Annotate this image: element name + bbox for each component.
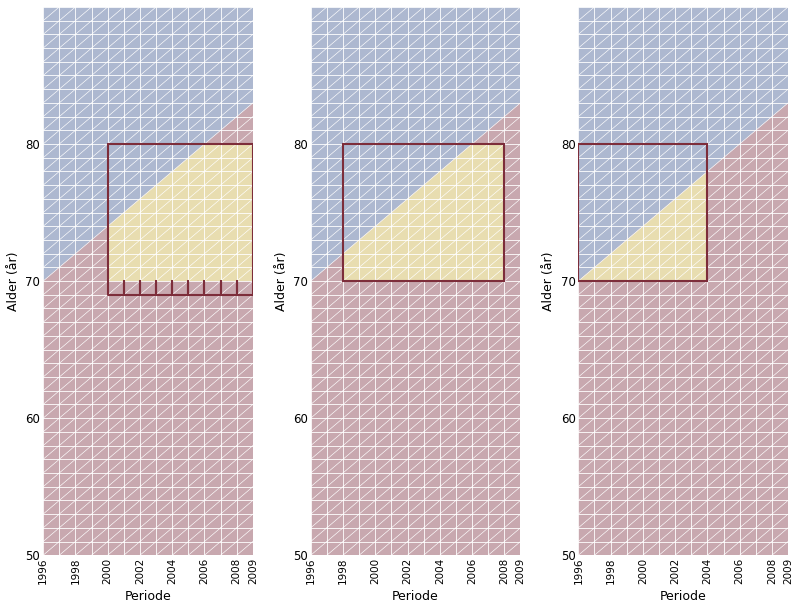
Y-axis label: Alder (år): Alder (år): [7, 251, 20, 311]
Bar: [343, 144, 504, 281]
Bar: [578, 144, 707, 281]
Polygon shape: [578, 171, 707, 281]
X-axis label: Periode: Periode: [392, 590, 439, 603]
Polygon shape: [310, 7, 521, 281]
X-axis label: Periode: Periode: [660, 590, 706, 603]
Polygon shape: [343, 144, 504, 281]
Polygon shape: [108, 144, 253, 281]
Y-axis label: Alder (år): Alder (år): [542, 251, 555, 311]
X-axis label: Periode: Periode: [125, 590, 171, 603]
Polygon shape: [578, 7, 788, 281]
Y-axis label: Alder (år): Alder (år): [274, 251, 287, 311]
Polygon shape: [43, 7, 253, 281]
